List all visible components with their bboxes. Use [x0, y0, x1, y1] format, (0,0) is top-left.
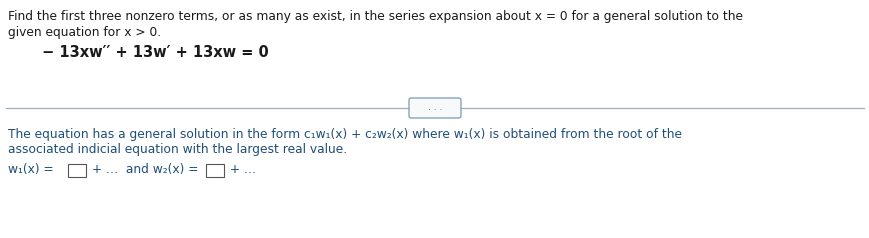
FancyBboxPatch shape	[408, 98, 461, 118]
Text: given equation for x > 0.: given equation for x > 0.	[8, 26, 161, 39]
Text: + …: + …	[226, 163, 255, 176]
Text: associated indicial equation with the largest real value.: associated indicial equation with the la…	[8, 143, 347, 156]
Bar	[68, 164, 86, 177]
Text: w₁(x) =: w₁(x) =	[8, 163, 57, 176]
Text: − 13xw′′ + 13w′ + 13xw = 0: − 13xw′′ + 13w′ + 13xw = 0	[42, 45, 269, 60]
Text: . . .: . . .	[428, 103, 441, 112]
Text: Find the first three nonzero terms, or as many as exist, in the series expansion: Find the first three nonzero terms, or a…	[8, 10, 742, 23]
Text: + …  and w₂(x) =: + … and w₂(x) =	[88, 163, 202, 176]
Text: The equation has a general solution in the form c₁w₁(x) + c₂w₂(x) where w₁(x) is: The equation has a general solution in t…	[8, 128, 681, 141]
Bar	[206, 164, 223, 177]
